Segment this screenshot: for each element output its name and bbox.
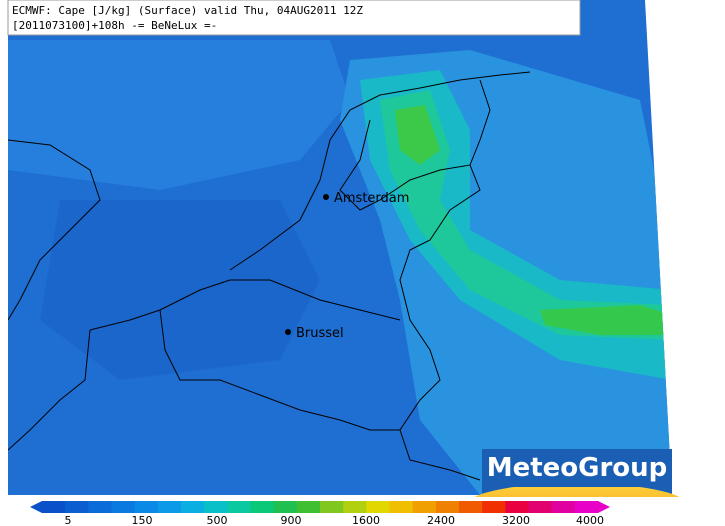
colorbar-segment <box>157 501 182 513</box>
colorbar-segment <box>273 501 298 513</box>
header-box <box>7 0 581 36</box>
colorbar-segment <box>204 501 228 513</box>
colorbar-segment <box>551 501 576 513</box>
logo-text: MeteoGroup <box>487 453 668 483</box>
colorbar-segment <box>343 501 367 513</box>
colorbar-segment <box>42 501 66 513</box>
colorbar-segment <box>30 501 42 513</box>
header-line: [2011073100]+108h -= BeNeLux =- <box>12 19 217 32</box>
border <box>89 279 401 331</box>
border <box>339 119 481 481</box>
colorbar-segment <box>296 501 321 513</box>
colorbar-label: 2400 <box>427 514 455 526</box>
colorbar-label: 1600 <box>352 514 380 526</box>
colorbar-segment <box>435 501 460 513</box>
colorbar-segment <box>65 501 89 513</box>
colorbar-segment <box>528 501 553 513</box>
border <box>469 79 491 166</box>
colorbar-segment <box>412 501 437 513</box>
colorbar-segment <box>366 501 390 513</box>
colorbar-label: 3200 <box>502 514 530 526</box>
field-patch <box>40 200 320 380</box>
colorbar-segment <box>88 501 112 513</box>
colorbar-segment <box>505 501 529 513</box>
colorbar-label: 900 <box>281 514 302 526</box>
colorbar-segment <box>459 501 483 513</box>
city-label: Amsterdam <box>334 191 409 206</box>
city-label: Brussel <box>296 326 344 341</box>
field-patch <box>540 305 672 335</box>
field-patch <box>395 105 440 165</box>
colorbar-label: 5 <box>65 514 72 526</box>
colorbar-segment <box>181 501 205 513</box>
colorbar-segment <box>250 501 275 513</box>
colorbar-label: 4000 <box>576 514 604 526</box>
colorbar-segment <box>227 501 251 513</box>
colorbar-segment <box>320 501 344 513</box>
header-line: ECMWF: Cape [J/kg] (Surface) valid Thu, … <box>12 4 363 17</box>
colorbar <box>30 501 610 513</box>
colorbar-segment <box>134 501 159 513</box>
map <box>8 0 672 495</box>
colorbar-segment <box>389 501 414 513</box>
city-marker <box>323 194 329 200</box>
field-patch <box>8 40 350 190</box>
coastline <box>229 71 531 271</box>
colorbar-segment <box>111 501 136 513</box>
city-marker <box>285 329 291 335</box>
coastline <box>8 329 91 451</box>
colorbar-segment <box>598 501 610 513</box>
colorbar-segment <box>482 501 506 513</box>
colorbar-segment <box>574 501 599 513</box>
coastline <box>8 139 101 321</box>
colorbar-label: 150 <box>132 514 153 526</box>
colorbar-label: 500 <box>207 514 228 526</box>
border <box>159 309 400 431</box>
